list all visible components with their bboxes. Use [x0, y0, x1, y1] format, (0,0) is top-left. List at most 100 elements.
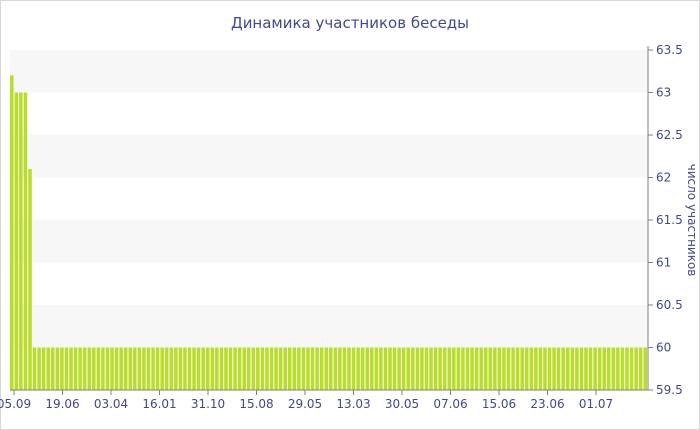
bar — [347, 347, 351, 390]
bar — [625, 347, 629, 390]
bar — [493, 347, 497, 390]
bar — [142, 347, 146, 390]
bar — [529, 347, 534, 390]
bar — [73, 347, 78, 390]
bar — [643, 347, 647, 390]
y-tick-label: 62 — [656, 171, 671, 185]
bar — [420, 347, 424, 390]
bar — [360, 347, 365, 390]
x-tick-label: 15.08 — [239, 397, 273, 411]
bar — [110, 347, 114, 390]
bar — [474, 347, 479, 390]
x-tick-label: 03.04 — [94, 397, 128, 411]
bar — [383, 347, 388, 390]
bar — [374, 347, 379, 390]
x-tick-label: 30.05 — [385, 397, 419, 411]
bar — [287, 347, 292, 390]
grid-band — [10, 135, 648, 178]
bar — [306, 347, 310, 390]
bar — [133, 347, 137, 390]
y-axis-title: число участников — [685, 164, 699, 277]
bar — [37, 347, 41, 390]
bar — [379, 347, 383, 390]
bar — [233, 347, 237, 390]
x-tick-label: 19.06 — [45, 397, 79, 411]
bar — [319, 347, 324, 390]
y-tick-label: 59.5 — [656, 383, 683, 397]
bar — [524, 347, 529, 390]
bar — [160, 347, 164, 390]
bar — [297, 347, 301, 390]
bar — [128, 347, 133, 390]
bar — [401, 347, 406, 390]
bar — [242, 347, 246, 390]
bar — [51, 347, 55, 390]
x-tick-label: 01.07 — [579, 397, 613, 411]
bar — [105, 347, 110, 390]
bar — [433, 347, 438, 390]
bar — [60, 347, 64, 390]
bar — [629, 347, 634, 390]
bar — [187, 347, 192, 390]
bar — [19, 92, 23, 390]
bar — [64, 347, 69, 390]
bar — [588, 347, 593, 390]
bar — [470, 347, 474, 390]
bar — [164, 347, 169, 390]
bar — [69, 347, 73, 390]
bar — [256, 347, 260, 390]
bar — [114, 347, 119, 390]
bar — [461, 347, 465, 390]
bar — [511, 347, 515, 390]
bar — [424, 347, 429, 390]
bar — [324, 347, 328, 390]
bar — [210, 347, 215, 390]
bar — [23, 92, 28, 390]
bar — [520, 347, 524, 390]
bar — [137, 347, 142, 390]
bar — [251, 347, 256, 390]
bar — [96, 347, 101, 390]
bar — [606, 347, 611, 390]
bar — [497, 347, 502, 390]
bar — [506, 347, 511, 390]
bar — [415, 347, 420, 390]
y-tick-label: 60 — [656, 341, 671, 355]
grid-band — [10, 50, 648, 93]
bar — [283, 347, 287, 390]
bar — [10, 75, 14, 390]
bar — [119, 347, 123, 390]
bar — [593, 347, 597, 390]
bar — [92, 347, 96, 390]
bar — [292, 347, 297, 390]
bar — [611, 347, 616, 390]
bar — [515, 347, 520, 390]
x-tick-label: 15.06 — [482, 397, 516, 411]
bar — [146, 347, 151, 390]
bar — [634, 347, 638, 390]
bar — [561, 347, 565, 390]
x-tick-label: 23.06 — [530, 397, 564, 411]
bar — [534, 347, 538, 390]
grid-band — [10, 220, 648, 263]
bar — [265, 347, 269, 390]
y-tick-label: 61.5 — [656, 213, 683, 227]
bar — [584, 347, 588, 390]
bar — [483, 347, 488, 390]
bar — [479, 347, 483, 390]
x-tick-label: 07.06 — [433, 397, 467, 411]
bar — [620, 347, 625, 390]
bar — [101, 347, 105, 390]
y-tick-label: 61 — [656, 256, 671, 270]
bar — [616, 347, 620, 390]
bar — [315, 347, 319, 390]
bar — [547, 347, 552, 390]
bar — [502, 347, 506, 390]
bar — [406, 347, 411, 390]
bar — [55, 347, 60, 390]
bar — [228, 347, 233, 390]
bar — [178, 347, 183, 390]
bar — [183, 347, 187, 390]
bar — [301, 347, 306, 390]
bar — [447, 347, 452, 390]
